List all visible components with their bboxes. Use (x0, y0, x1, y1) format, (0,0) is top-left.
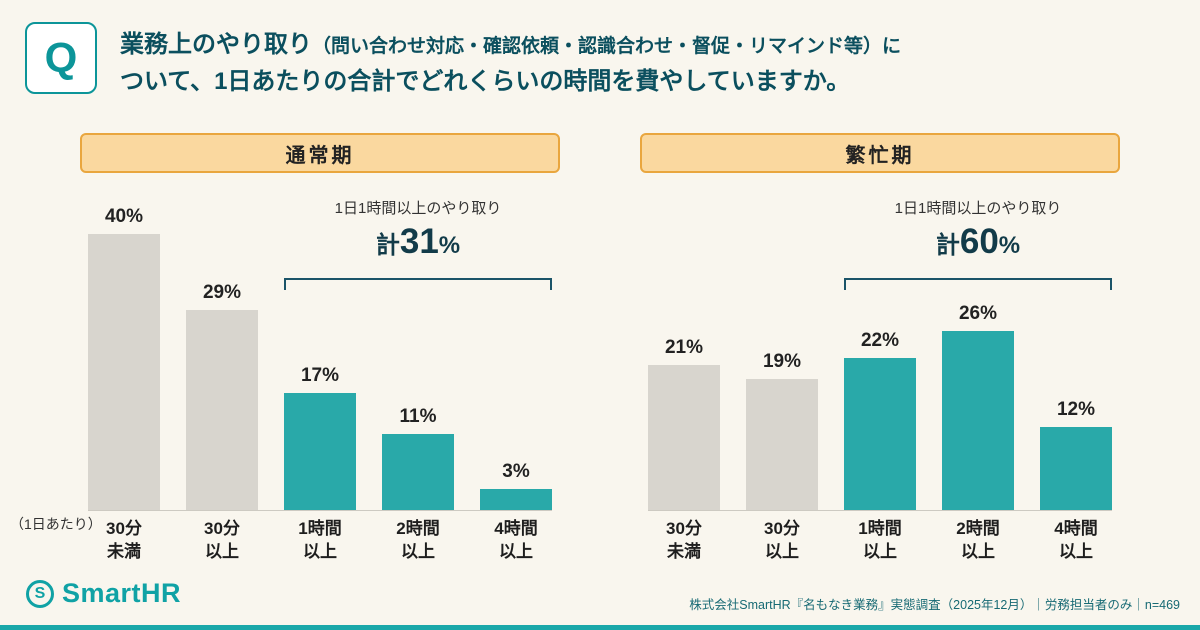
smarthr-logo: S SmartHR (26, 578, 181, 609)
question-badge-label: Q (44, 34, 78, 81)
total-bracket (844, 278, 1112, 290)
bar (942, 331, 1014, 510)
value-label: 22% (860, 330, 900, 351)
annotation-total: 計31% (284, 222, 552, 262)
value-label: 26% (958, 303, 998, 324)
bar-column: 29% (186, 282, 258, 510)
bars: 40% 29% 17% 11% 3% (88, 133, 552, 510)
annotation-label: 1日1時間以上のやり取り (894, 200, 1062, 217)
annotation-total-value: 31 (399, 222, 439, 261)
title-main: 業務上のやり取り (120, 31, 312, 58)
bar (746, 379, 818, 510)
panel-title-label: 通常期 (285, 144, 355, 167)
category-label: 30分 以上 (764, 519, 800, 561)
category-label: 30分 以上 (204, 519, 240, 561)
chart-panel-normal-period: 通常期 1日1時間以上のやり取り 計31% 40% 29% 17% 11% 3% 30分… (80, 133, 560, 563)
axis-unit-note: （1日あたり） (10, 516, 102, 532)
bar (88, 234, 160, 510)
category-label: 4時間 以上 (494, 519, 538, 561)
category-label: 30分 未満 (666, 519, 702, 561)
chart-panel-busy-period: 繁忙期 1日1時間以上のやり取り 計60% 21% 19% 22% 26% 12% 30… (640, 133, 1120, 563)
bar-column: 12% (1040, 399, 1112, 510)
panel-title-label: 繁忙期 (845, 144, 915, 167)
bar (186, 310, 258, 510)
category-row: 30分 未満 30分 以上 1時間 以上 2時間 以上 4時間 以上 (88, 517, 552, 563)
bar (648, 365, 720, 510)
panel-title-pill: 繁忙期 (640, 133, 1120, 173)
value-label: 12% (1056, 399, 1096, 420)
category-label: 30分 未満 (106, 519, 142, 561)
bar-column: 19% (746, 351, 818, 510)
category-label: 2時間 以上 (956, 519, 1000, 561)
axis-baseline (648, 510, 1112, 511)
value-label: 17% (300, 365, 340, 386)
panel-title-pill: 通常期 (80, 133, 560, 173)
bar (1040, 427, 1112, 510)
question-badge: Q (25, 22, 97, 94)
bar-column: 40% (88, 206, 160, 510)
bottom-accent-strip (0, 625, 1200, 630)
annotation-total-prefix: 計 (935, 232, 960, 259)
value-label: 21% (664, 337, 704, 358)
annotation-total: 計60% (844, 222, 1112, 262)
bar-column: 17% (284, 365, 356, 510)
annotation-total-value: 60 (959, 222, 999, 261)
annotation-total-suffix: % (438, 232, 461, 259)
category-label: 2時間 以上 (396, 519, 440, 561)
value-label: 11% (399, 406, 437, 427)
title-line2: ついて、1日あたりの合計でどれくらいの時間を費やしていますか。 (120, 68, 851, 95)
title-paren: （問い合わせ対応・確認依頼・認識合わせ・督促・リマインド等）に (312, 36, 902, 57)
value-label: 3% (502, 461, 530, 482)
category-label: 4時間 以上 (1054, 519, 1098, 561)
axis-baseline (88, 510, 552, 511)
smarthr-logo-text: SmartHR (62, 578, 182, 608)
category-row: 30分 未満 30分 以上 1時間 以上 2時間 以上 4時間 以上 (648, 517, 1112, 563)
bar-column: 11% (382, 406, 454, 510)
total-bracket (284, 278, 552, 290)
bar-column: 26% (942, 303, 1014, 510)
bar (382, 434, 454, 510)
total-annotation: 1日1時間以上のやり取り 計31% (284, 197, 552, 262)
bar (844, 358, 916, 510)
value-label: 40% (104, 206, 144, 227)
bar-column: 22% (844, 330, 916, 510)
annotation-total-prefix: 計 (375, 232, 400, 259)
total-annotation: 1日1時間以上のやり取り 計60% (844, 197, 1112, 262)
bar (284, 393, 356, 510)
page-title: 業務上のやり取り（問い合わせ対応・確認依頼・認識合わせ・督促・リマインド等）に … (120, 28, 1180, 99)
bar (480, 489, 552, 510)
bar-column: 21% (648, 337, 720, 510)
bars: 21% 19% 22% 26% 12% (648, 133, 1112, 510)
smarthr-logo-initial: S (34, 584, 46, 602)
bar-column: 3% (480, 461, 552, 510)
category-label: 1時間 以上 (858, 519, 902, 561)
value-label: 29% (202, 282, 242, 303)
source-credit: 株式会社SmartHR『名もなき業務』実態調査（2025年12月）｜労務担当者の… (689, 598, 1180, 612)
annotation-label: 1日1時間以上のやり取り (334, 200, 502, 217)
value-label: 19% (762, 351, 802, 372)
annotation-total-suffix: % (998, 232, 1021, 259)
category-label: 1時間 以上 (298, 519, 342, 561)
smarthr-logo-icon: S (26, 579, 54, 608)
